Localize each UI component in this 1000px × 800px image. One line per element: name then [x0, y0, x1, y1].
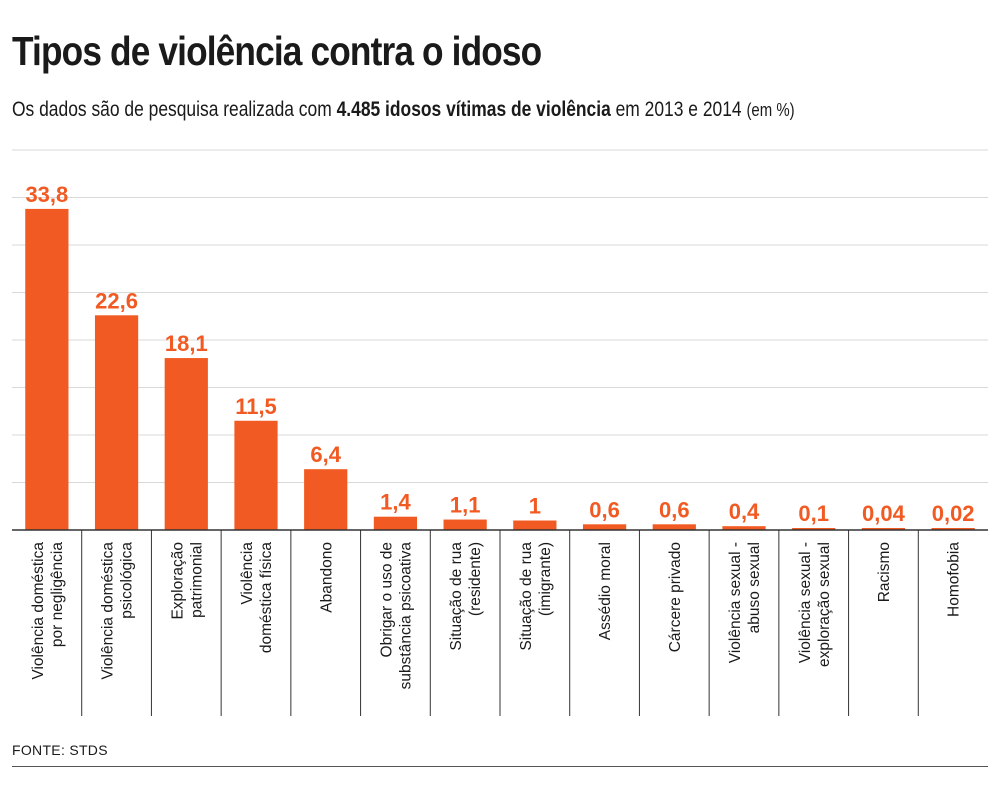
category-label: Violência sexual - abuso sexual [727, 542, 763, 663]
category-label-line: psicológica [119, 542, 136, 619]
category-label-line: Violência sexual - [727, 542, 744, 663]
bar [373, 516, 418, 530]
category-label-line: exploração sexual [816, 542, 833, 667]
grid-lines [12, 149, 988, 483]
bar [792, 528, 836, 530]
source-note: FONTE: STDS [12, 742, 108, 758]
footer-divider [12, 766, 988, 767]
category-label-line: abuso sexual [746, 542, 763, 633]
category-label-line: Assédio moral [597, 542, 614, 640]
value-label: 18,1 [165, 331, 208, 356]
category-label-line: Situação de rua [448, 542, 465, 651]
category-label-line: (residente) [467, 542, 484, 616]
value-labels: 33,8 22,6 18,1 11,5 6,4 1,4 1,1 1 0,6 0,6 0,4 0,1 0,… [25, 182, 974, 526]
bar [443, 519, 487, 530]
bar [931, 528, 975, 530]
subtitle-prefix: Os dados são de pesquisa realizada com [12, 98, 332, 121]
x-axis [12, 529, 988, 716]
subtitle-suffix: em 2013 e 2014 [615, 98, 742, 121]
bar [304, 469, 348, 530]
category-label: Situação de rua (imigrante) [518, 542, 554, 651]
category-label-line: Racismo [876, 542, 893, 602]
category-label-line: Exploração [169, 542, 186, 620]
value-label: 33,8 [25, 182, 68, 207]
value-label: 0,1 [798, 501, 829, 526]
category-labels: Violência doméstica por negligência Violên… [30, 542, 963, 690]
bar [513, 520, 557, 530]
bar [164, 358, 208, 530]
category-label-line: doméstica física [258, 542, 275, 654]
bar [582, 524, 627, 530]
category-label: Exploração patrimonial [169, 542, 205, 620]
value-label: 22,6 [95, 288, 138, 313]
value-label: 1,1 [450, 493, 481, 518]
category-label: Racismo [876, 542, 893, 602]
category-label: Cárcere privado [667, 542, 684, 652]
bars [25, 208, 975, 530]
bar [722, 526, 766, 530]
category-label-line: patrimonial [188, 542, 205, 618]
bar [25, 208, 69, 530]
category-label: Violência doméstica física [239, 542, 275, 654]
category-label: Violência doméstica psicológica [100, 542, 136, 680]
category-label-line: Violência [239, 542, 256, 605]
category-label-line: Homofobia [946, 542, 963, 617]
subtitle-highlight: 4.485 idosos vítimas de violência [336, 98, 611, 121]
subtitle-unit: (em %) [746, 100, 795, 120]
category-label: Abandono [318, 542, 335, 613]
category-label: Obrigar o uso de substância psicoativa [379, 542, 415, 690]
value-label: 11,5 [235, 394, 277, 419]
chart-title: Tipos de violência contra o idoso [12, 28, 542, 74]
bar [234, 420, 278, 530]
category-label: Assédio moral [597, 542, 614, 640]
value-label: 0,04 [862, 501, 906, 526]
category-label-line: Cárcere privado [667, 542, 684, 652]
chart-subtitle: Os dados são de pesquisa realizada com 4… [12, 98, 795, 122]
category-label-line: Violência doméstica [100, 542, 117, 680]
value-label: 1,4 [380, 490, 411, 515]
category-label: Violência doméstica por negligência [30, 542, 66, 680]
category-label-line: Violência sexual - [797, 542, 814, 663]
category-label-line: Situação de rua [518, 542, 535, 651]
category-label: Homofobia [946, 542, 963, 617]
value-label: 0,6 [589, 497, 620, 522]
category-label-line: Abandono [318, 542, 335, 613]
category-label: Violência sexual - exploração sexual [797, 542, 833, 667]
category-label-line: Violência doméstica [30, 542, 47, 680]
category-label-line: Obrigar o uso de [379, 542, 396, 657]
category-label-line: substância psicoativa [398, 542, 415, 690]
bar [94, 315, 139, 530]
bar [861, 528, 906, 530]
value-label: 1 [529, 494, 541, 519]
value-label: 0,6 [659, 497, 690, 522]
bar [652, 524, 696, 530]
value-label: 0,02 [932, 501, 975, 526]
category-label-line: (imigrante) [537, 542, 554, 616]
value-label: 0,4 [729, 499, 760, 524]
category-label: Situação de rua (residente) [448, 542, 484, 651]
category-label-line: por negligência [49, 542, 66, 648]
value-label: 6,4 [310, 442, 341, 467]
